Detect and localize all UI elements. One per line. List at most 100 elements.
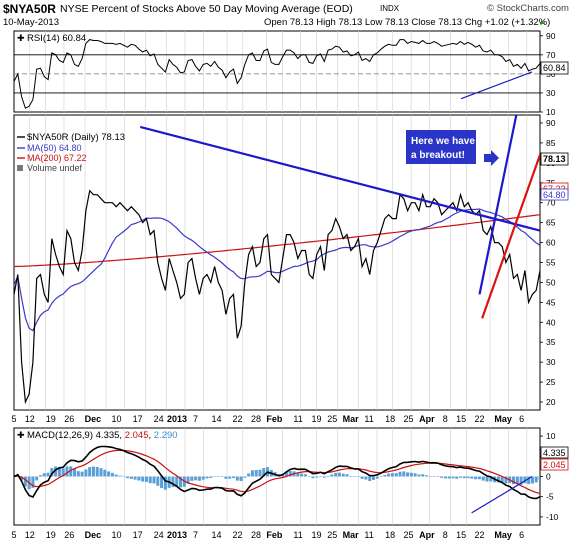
- macd-histogram-bar: [330, 474, 334, 477]
- macd-legend-signal-value: 2.045: [125, 430, 149, 441]
- x-tick-label: 11: [364, 414, 373, 424]
- macd-histogram-bar: [38, 475, 42, 477]
- x-tick-label: 28: [251, 530, 261, 540]
- macd-histogram-bar: [107, 471, 111, 477]
- x-tick-label: 15: [456, 530, 466, 540]
- macd-histogram-bar: [284, 471, 288, 477]
- price-series-line: [14, 189, 540, 405]
- x-tick-label: 14: [212, 530, 222, 540]
- macd-histogram-bar: [307, 476, 311, 477]
- macd-histogram-bar: [258, 469, 262, 477]
- y-tick-label: -5: [546, 492, 554, 502]
- macd-legend-title: MACD(12,26,9) 4.335, 2.045, 2.290: [27, 430, 178, 441]
- macd-histogram-bar: [76, 471, 80, 477]
- y-tick-label: 50: [546, 277, 556, 287]
- y-tick-label: 45: [546, 297, 556, 307]
- date-label: 10-May-2013: [3, 17, 59, 28]
- x-axis-labels-main: 5 12 19 26 Dec 10 17 24 2013 7 14 22 28 Feb 11 19 25 Mar 1…: [11, 414, 524, 424]
- x-tick-label: 11: [293, 530, 302, 540]
- legend-ma200-label: MA(200) 67.22: [27, 153, 87, 163]
- rsi-trendline: [460, 71, 533, 100]
- macd-histogram-bar: [137, 476, 141, 481]
- macd-histogram-bar: [103, 469, 107, 477]
- macd-histogram-bar: [99, 468, 103, 477]
- x-tick-label: 26: [64, 530, 74, 540]
- x-tick-label: 2013: [167, 530, 187, 540]
- macd-histogram-bar: [356, 476, 360, 477]
- x-tick-label: 7: [193, 530, 198, 540]
- price-value-tags: 78.13 67.22 64.80: [540, 152, 569, 201]
- x-axis-labels-bottom: 5 12 19 26 Dec 10 17 24 2013 7 14 22 28 Feb 11 19 25 Mar 1…: [11, 530, 524, 540]
- macd-histogram-bar: [243, 476, 247, 478]
- x-tick-label: May: [494, 530, 512, 540]
- macd-histogram-bar: [156, 476, 160, 486]
- price-value-tag-label: 78.13: [543, 154, 566, 164]
- macd-histogram-bar: [371, 476, 375, 481]
- macd-histogram-bar: [360, 476, 364, 479]
- x-tick-label: 25: [403, 414, 413, 424]
- macd-histogram-bar: [163, 476, 167, 490]
- legend-ma50-label: MA(50) 64.80: [27, 143, 82, 153]
- ma50-series-line: [14, 208, 540, 332]
- macd-histogram-bar: [443, 476, 447, 479]
- x-tick-label: 17: [133, 414, 143, 424]
- x-tick-label: 5: [11, 414, 16, 424]
- macd-histogram-bar: [175, 476, 179, 487]
- macd-histogram-bar: [424, 475, 428, 477]
- x-tick-label: 6: [519, 414, 524, 424]
- macd-histogram-bar: [485, 476, 489, 482]
- macd-histogram-bar: [69, 466, 73, 477]
- macd-histogram-bar: [428, 476, 432, 477]
- macd-histogram-bar: [57, 466, 61, 477]
- y-tick-label: 20: [546, 397, 556, 407]
- rsi-legend-label: RSI(14) 60.84: [27, 33, 86, 44]
- signal-value-tag: [540, 458, 569, 471]
- macd-histogram-bar: [186, 476, 190, 484]
- macd-histogram-bar: [148, 476, 152, 484]
- macd-legend-hist-value: 2.290: [154, 430, 178, 441]
- macd-histogram-bar: [379, 476, 383, 477]
- macd-histogram-bar: [152, 476, 156, 484]
- macd-legend-icon: ✚: [17, 430, 25, 440]
- macd-histogram-bar: [239, 476, 243, 481]
- x-tick-label: 5: [11, 530, 16, 540]
- price-vgrid: [29, 115, 528, 410]
- macd-histogram-bar: [315, 476, 319, 478]
- macd-histogram-bar: [80, 471, 84, 477]
- price-trendline: [478, 115, 518, 295]
- macd-histogram-bar: [35, 476, 39, 481]
- rsi-value-tag: [540, 61, 569, 75]
- macd-histogram-bar: [455, 476, 459, 479]
- macd-histogram-bar: [341, 473, 345, 477]
- x-tick-label: 22: [233, 530, 243, 540]
- x-tick-label: 6: [519, 530, 524, 540]
- x-tick-label: 19: [311, 530, 321, 540]
- rsi-panel: 9070503010 ✚ RSI(14) 60.84 60.84: [13, 30, 569, 117]
- exchange-label: INDX: [380, 4, 400, 13]
- macd-histogram-bar: [311, 476, 315, 479]
- macd-histogram-bar: [209, 476, 213, 478]
- macd-histogram-bar: [322, 476, 326, 478]
- x-tick-label: 25: [327, 414, 337, 424]
- macd-histogram-bar: [349, 475, 353, 477]
- y-tick-label: 90: [546, 31, 556, 41]
- macd-histogram-bar: [61, 468, 65, 477]
- macd-histogram-bar: [46, 472, 50, 477]
- macd-histogram-bar: [319, 476, 323, 477]
- x-tick-label: 24: [154, 414, 164, 424]
- x-tick-label: 28: [251, 414, 261, 424]
- y-tick-label: -10: [546, 512, 559, 522]
- x-tick-label: 2013: [167, 414, 187, 424]
- macd-histogram-bar: [213, 476, 217, 477]
- macd-histogram-bar: [205, 476, 209, 479]
- x-tick-label: Dec: [85, 414, 102, 424]
- watermark: © StockCharts.com: [487, 3, 569, 14]
- macd-histogram-bar: [538, 476, 540, 480]
- macd-histogram-bar: [20, 476, 24, 481]
- y-tick-label: 40: [546, 317, 556, 327]
- macd-histogram-bar: [432, 476, 436, 477]
- macd-histogram-bar: [515, 476, 519, 485]
- macd-histogram-bar: [42, 473, 46, 477]
- macd-histogram-bar: [409, 472, 413, 477]
- macd-histogram-bar: [126, 476, 130, 479]
